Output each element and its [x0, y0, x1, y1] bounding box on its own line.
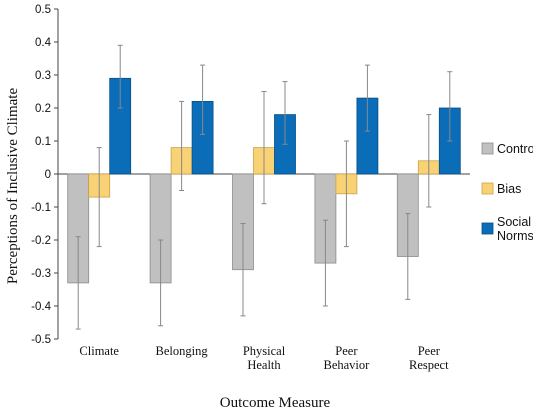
plot-area: 0.5 0.4 0.3 0.2 0.1 0 -0.1 -0.2 -0.3 -0.4 -0.5 Clim… [31, 4, 470, 372]
y-tick-label: 0.2 [35, 103, 51, 115]
x-axis-title: Outcome Measure [220, 395, 331, 411]
y-tick-label: -0.5 [31, 334, 51, 346]
legend-swatch-bias [481, 182, 494, 195]
x-tick-label: Physical Health [243, 344, 286, 372]
legend-swatch-control [481, 142, 494, 155]
x-tick-label: Peer Respect [409, 344, 449, 372]
legend-label-control: Control [497, 142, 533, 156]
y-tick-label: 0 [45, 169, 51, 181]
y-tick-label: -0.2 [31, 235, 51, 247]
legend-label-bias: Bias [497, 182, 521, 196]
y-tick-label: 0.5 [35, 4, 51, 16]
x-tick-label: Peer Behavior [323, 344, 370, 372]
y-tick-label: 0.1 [35, 136, 51, 148]
y-tick-label: -0.3 [31, 268, 51, 280]
x-tick-label: Belonging [156, 344, 209, 358]
y-tick-label: -0.1 [31, 202, 51, 214]
legend-swatch-social-norms [481, 222, 494, 235]
y-tick-label: 0.3 [35, 70, 51, 82]
y-axis-title: Perceptions of Inclusive Climate [5, 88, 21, 285]
y-tick-label: -0.4 [31, 301, 51, 313]
x-tick-label: Climate [79, 344, 119, 358]
legend-label-social-norms: Social Norms [497, 215, 533, 243]
y-tick-label: 0.4 [35, 37, 52, 49]
